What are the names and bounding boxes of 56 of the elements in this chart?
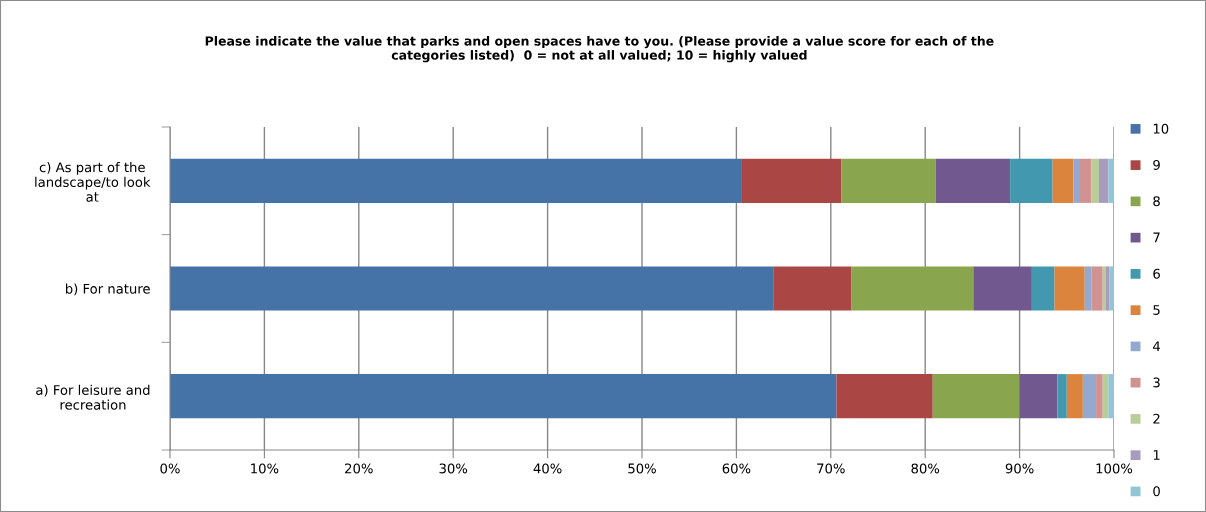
bar bbox=[1031, 266, 1055, 311]
x-tick-label: 20% bbox=[345, 463, 373, 474]
bar bbox=[170, 158, 742, 203]
x-tick-label: 40% bbox=[533, 463, 562, 474]
bar bbox=[935, 158, 1011, 203]
bar bbox=[1108, 158, 1114, 203]
bar bbox=[1091, 158, 1099, 203]
bar bbox=[851, 266, 974, 311]
legend-label: 3 bbox=[1153, 377, 1160, 388]
y-tick-label: c) As part of the landscape/to look at bbox=[35, 162, 151, 202]
legend-label: 4 bbox=[1153, 341, 1161, 352]
x-tick-label: 90% bbox=[1005, 463, 1034, 474]
bar bbox=[741, 158, 842, 203]
x-tick-label: 0% bbox=[160, 463, 180, 474]
bar bbox=[1109, 266, 1114, 311]
x-tick-label: 50% bbox=[628, 463, 656, 474]
x-tick-label: 70% bbox=[817, 463, 845, 474]
x-tick-label: 100% bbox=[1096, 463, 1133, 474]
bar bbox=[1082, 374, 1097, 419]
bar bbox=[1052, 158, 1074, 203]
legend-label: 10 bbox=[1153, 123, 1169, 134]
bar bbox=[836, 374, 933, 419]
y-tick-label: a) For leisure and recreation bbox=[36, 384, 150, 410]
bar bbox=[1057, 374, 1067, 419]
chart-title: Please indicate the value that parks and open spaces have to you. (Please provide a value score for each of the categories listed) 0 = not at all valued; 10 = highly valued bbox=[205, 36, 994, 63]
legend-label: 8 bbox=[1153, 196, 1160, 207]
legend-label: 9 bbox=[1153, 159, 1160, 170]
bar bbox=[1098, 158, 1109, 203]
bar bbox=[170, 266, 774, 311]
x-tick-label: 10% bbox=[251, 463, 279, 474]
bar bbox=[1073, 158, 1081, 203]
bar bbox=[170, 374, 837, 419]
legend-label: 7 bbox=[1153, 232, 1160, 243]
legend-label: 6 bbox=[1153, 268, 1160, 279]
bar bbox=[1066, 374, 1083, 419]
bar bbox=[932, 374, 1020, 419]
bar bbox=[1054, 266, 1085, 311]
x-tick-label: 80% bbox=[911, 463, 940, 474]
bar bbox=[1084, 266, 1092, 311]
bar bbox=[1096, 374, 1103, 419]
bar bbox=[1019, 374, 1058, 419]
bar bbox=[973, 266, 1032, 311]
y-tick-label: b) For nature bbox=[66, 283, 150, 296]
legend-label: 0 bbox=[1153, 486, 1160, 497]
x-tick-label: 30% bbox=[439, 463, 468, 474]
bar bbox=[773, 266, 852, 311]
x-tick-label: 60% bbox=[722, 463, 751, 474]
legend-label: 1 bbox=[1153, 450, 1160, 460]
bar bbox=[1080, 158, 1092, 203]
bar bbox=[1108, 374, 1114, 419]
legend-label: 5 bbox=[1153, 305, 1160, 315]
bar bbox=[1010, 158, 1053, 203]
legend-label: 2 bbox=[1153, 413, 1160, 424]
bar bbox=[841, 158, 936, 203]
bar bbox=[1091, 266, 1103, 311]
bar bbox=[1102, 266, 1106, 311]
